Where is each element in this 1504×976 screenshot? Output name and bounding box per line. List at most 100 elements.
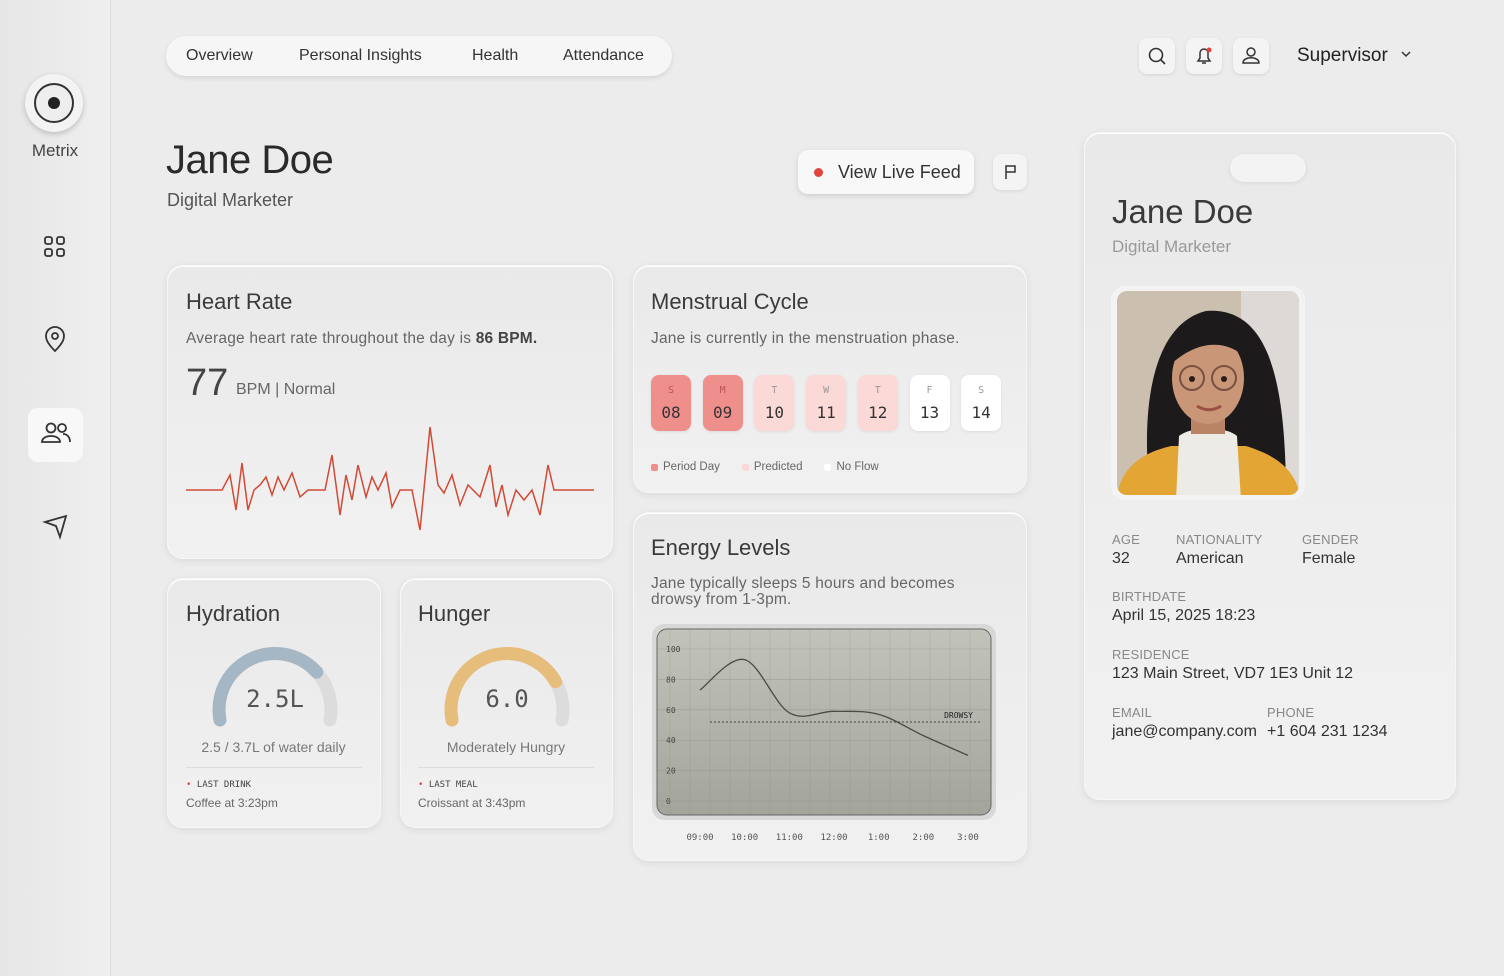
user-name: Supervisor: [1297, 45, 1388, 66]
field-value: jane@company.com: [1112, 723, 1257, 740]
label: LAST MEAL: [428, 780, 478, 790]
field-value: +1 604 231 1234: [1267, 723, 1388, 740]
day-cell: W 11: [806, 375, 847, 431]
hydration-card: [167, 578, 381, 828]
notification-button[interactable]: [1186, 38, 1222, 74]
x-tick-label: 09:00: [686, 833, 713, 843]
average: 86 BPM.: [475, 330, 538, 347]
hydration-gauge: [212, 646, 338, 727]
y-tick-label: 100: [666, 645, 681, 654]
tab[interactable]: Attendance: [563, 47, 644, 64]
sidebar-icons: [28, 236, 83, 540]
legend-swatch: [741, 463, 749, 471]
x-tick-label: 12:00: [820, 833, 847, 843]
card-title: Hydration: [186, 601, 281, 626]
field-label: AGE: [1112, 532, 1141, 547]
weekday: M: [719, 385, 726, 396]
legend: Period Day Predicted No Flow: [651, 461, 879, 473]
date: 14: [971, 403, 991, 422]
date: 12: [868, 403, 888, 422]
bpm-value: 77: [186, 362, 229, 404]
legend-item: Period Day: [651, 461, 720, 473]
sidebar: [0, 0, 111, 976]
y-tick-label: 40: [666, 736, 676, 745]
threshold-label: DROWSY: [944, 711, 973, 720]
card-title: Hunger: [418, 601, 491, 626]
card-text: Jane is currently in the menstruation ph…: [651, 330, 960, 347]
weekday: S: [667, 385, 675, 396]
text: Average heart rate throughout the day is: [186, 330, 472, 347]
day-cell: M 09: [702, 375, 743, 431]
tab-bar: [166, 36, 672, 76]
profile-role: Digital Marketer: [1112, 237, 1232, 256]
y-tick-label: 0: [666, 797, 671, 806]
legend-swatch: [824, 463, 832, 471]
field-value: April 15, 2025 18:23: [1112, 607, 1256, 624]
live-feed-button[interactable]: View Live Feed: [798, 150, 974, 194]
location-icon[interactable]: [45, 326, 65, 353]
legend-item: No Flow: [824, 461, 879, 473]
x-tick-label: 10:00: [731, 833, 758, 843]
bpm-status: BPM | Normal: [236, 381, 336, 398]
legend-item: Predicted: [741, 461, 803, 473]
last-label: • LAST DRINK: [186, 780, 252, 790]
profile-name: Jane Doe: [1112, 193, 1254, 230]
hunger-card: [400, 578, 613, 828]
legend-swatch: [651, 463, 658, 471]
x-tick-label: 3:00: [957, 833, 979, 843]
energy-chart: 0 20 40 60 80 100 DROWSY 09:00 10:00 11:00 12:00 1:…: [652, 624, 996, 843]
x-tick-label: 1:00: [868, 833, 890, 843]
field-label: EMAIL: [1112, 705, 1153, 720]
day-cell: T 12: [857, 375, 898, 431]
employee-name: Jane Doe: [166, 138, 334, 182]
gauge-detail: Moderately Hungry: [446, 739, 566, 755]
weekday: S: [978, 385, 985, 396]
date: 08: [661, 403, 681, 422]
legend-label: Predicted: [753, 461, 803, 473]
field-value: Female: [1302, 550, 1356, 567]
legend-label: No Flow: [836, 461, 879, 473]
tab[interactable]: Personal Insights: [299, 47, 422, 64]
send-icon[interactable]: [42, 514, 68, 540]
date: 09: [713, 403, 733, 422]
day-cell: F 13: [909, 375, 950, 431]
card-text: Average heart rate throughout the day is…: [186, 330, 537, 348]
card-text: Jane typically sleeps 5 hours and become…: [651, 575, 955, 608]
employee-role: Digital Marketer: [167, 190, 294, 210]
logo: [25, 74, 83, 132]
date: 10: [764, 403, 785, 422]
field-value: 123 Main Street, VD7 1E3 Unit 12: [1112, 665, 1354, 682]
grid-icon[interactable]: [44, 236, 65, 257]
last-value: Croissant at 3:43pm: [418, 796, 526, 810]
day-cell: S 14: [961, 375, 1002, 431]
user-menu[interactable]: Supervisor: [1297, 45, 1413, 67]
gauge-value: 6.0: [485, 685, 529, 713]
field-label: GENDER: [1302, 532, 1359, 547]
people-icon: [41, 422, 71, 443]
y-tick-label: 60: [666, 706, 676, 715]
energy-line: [699, 658, 969, 756]
active-item[interactable]: [28, 408, 83, 462]
profile-button[interactable]: [1233, 38, 1269, 74]
weekday: F: [926, 385, 933, 396]
x-tick-label: 11:00: [776, 833, 803, 843]
field-label: PHONE: [1267, 705, 1315, 720]
last-label: • LAST MEAL: [418, 780, 478, 790]
tab[interactable]: Health: [472, 47, 519, 64]
y-tick-label: 20: [666, 767, 676, 776]
card-title: Menstrual Cycle: [651, 289, 809, 314]
field-label: BIRTHDATE: [1112, 589, 1187, 604]
profile-photo: [1111, 286, 1305, 500]
field-value: American: [1176, 550, 1244, 567]
flag-button[interactable]: [993, 154, 1027, 190]
card-handle: [1230, 154, 1306, 182]
tab[interactable]: Overview: [186, 47, 253, 64]
search-button[interactable]: [1139, 38, 1175, 74]
field-label: RESIDENCE: [1112, 647, 1190, 662]
legend-label: Period Day: [663, 461, 720, 473]
date: 13: [919, 403, 940, 422]
field-label: NATIONALITY: [1176, 532, 1263, 547]
weekday: T: [874, 385, 881, 396]
label: LAST DRINK: [196, 780, 252, 790]
